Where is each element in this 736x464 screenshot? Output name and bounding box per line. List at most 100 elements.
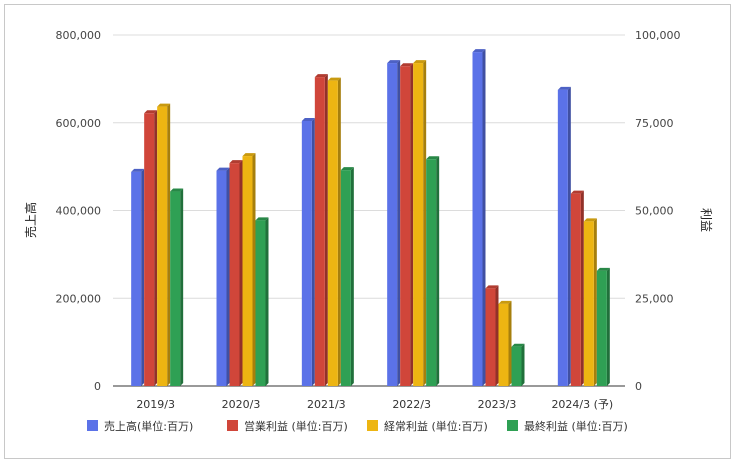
bar-top (255, 217, 269, 221)
bar-top (301, 117, 315, 121)
bar (229, 160, 243, 386)
bar (583, 218, 597, 386)
bar (327, 77, 341, 386)
bar-top (327, 77, 341, 81)
right-tick-label: 0 (635, 380, 642, 393)
bar-top (216, 167, 230, 171)
bar-top (400, 63, 414, 67)
legend-swatch (87, 420, 98, 431)
bar-front (400, 66, 411, 386)
chart-frame: 0 200,000 400,000 600,000 800,000 0 25,000 50,… (4, 4, 731, 459)
left-tick-label: 200,000 (56, 292, 102, 305)
bar-top (242, 153, 256, 157)
legend-label: 営業利益 (単位:百万) (244, 419, 348, 433)
bar-top (157, 103, 171, 107)
bar-front (485, 288, 496, 386)
bar (570, 190, 584, 386)
legend-item: 最終利益 (単位:百万) (507, 419, 628, 433)
legend-label: 売上高(単位:百万) (104, 419, 193, 433)
bar (301, 117, 315, 387)
bar-side (593, 218, 597, 386)
bar (144, 110, 158, 386)
bar-front (255, 220, 266, 386)
legend: 売上高(単位:百万) 営業利益 (単位:百万) 経常利益 (単位:百万) 最終利益 (… (87, 419, 628, 433)
bar-top (314, 74, 328, 78)
chart-svg: 0 200,000 400,000 600,000 800,000 0 25,000 50,… (23, 29, 713, 433)
bar-top (144, 110, 158, 114)
category-label: 2022/3 (392, 398, 431, 411)
bar-top (498, 300, 512, 304)
bar (216, 167, 230, 386)
bar-front (170, 191, 181, 386)
right-tick-label: 50,000 (635, 205, 674, 218)
bar (157, 103, 171, 386)
right-tick-label: 100,000 (635, 29, 681, 42)
legend-item: 営業利益 (単位:百万) (227, 419, 348, 433)
right-axis-title: 利益 (699, 208, 713, 232)
left-tick-label: 600,000 (56, 117, 102, 130)
bar-front (472, 52, 483, 387)
bar-top (472, 49, 486, 53)
bar-front (131, 171, 142, 386)
bar (255, 217, 269, 386)
bar-side (423, 60, 427, 386)
bar-top (229, 160, 243, 164)
bar-side (265, 217, 269, 386)
category-label: 2024/3 (予) (551, 398, 613, 411)
category-label: 2023/3 (478, 398, 517, 411)
bar (340, 167, 354, 386)
category-labels: 2019/3 2020/3 2021/3 2022/3 2023/3 2024/3 (予) (136, 398, 613, 411)
bar-front (511, 346, 522, 386)
bar-top (570, 190, 584, 194)
legend-label: 最終利益 (単位:百万) (524, 419, 628, 433)
left-tick-label: 800,000 (56, 29, 102, 42)
bar-side (397, 60, 401, 386)
bar-front (426, 159, 437, 386)
bar (557, 86, 571, 386)
bar (413, 60, 427, 387)
bar-side (436, 156, 440, 386)
bar (511, 343, 525, 386)
bar-side (239, 160, 243, 386)
right-tick-label: 25,000 (635, 292, 674, 305)
bar-top (387, 60, 401, 64)
bar-front (327, 80, 338, 386)
left-tick-label: 0 (94, 380, 101, 393)
bar-side (337, 77, 341, 386)
bar-front (157, 106, 168, 386)
bar (400, 63, 414, 386)
legend-item: 売上高(単位:百万) (87, 419, 193, 433)
bar (472, 49, 486, 387)
bar (170, 188, 184, 386)
gridlines (113, 34, 625, 387)
bar-side (495, 285, 499, 386)
bar-top (511, 343, 525, 347)
legend-item: 経常利益 (単位:百万) (367, 419, 488, 433)
bar (387, 60, 401, 387)
bar-side (410, 63, 414, 386)
bar (596, 267, 610, 386)
bars (131, 49, 610, 387)
bar-side (350, 167, 354, 386)
bar-front (387, 63, 398, 387)
bar-side (606, 267, 610, 386)
legend-swatch (367, 420, 378, 431)
legend-label: 経常利益 (単位:百万) (384, 419, 488, 433)
legend-swatch (507, 420, 518, 431)
left-axis-ticks: 0 200,000 400,000 600,000 800,000 (56, 29, 102, 393)
bar-top (557, 86, 571, 90)
left-tick-label: 400,000 (56, 205, 102, 218)
bar-front (301, 120, 312, 387)
bar-side (521, 343, 525, 386)
bar-side (180, 188, 184, 386)
right-tick-label: 75,000 (635, 117, 674, 130)
bar (314, 74, 328, 387)
bar-front (596, 270, 607, 386)
bar-side (482, 49, 486, 386)
bar (426, 156, 440, 386)
bar-front (413, 63, 424, 387)
bar-side (167, 103, 171, 386)
category-label: 2021/3 (307, 398, 346, 411)
right-axis-ticks: 0 25,000 50,000 75,000 100,000 (635, 29, 681, 393)
legend-swatch (227, 420, 238, 431)
